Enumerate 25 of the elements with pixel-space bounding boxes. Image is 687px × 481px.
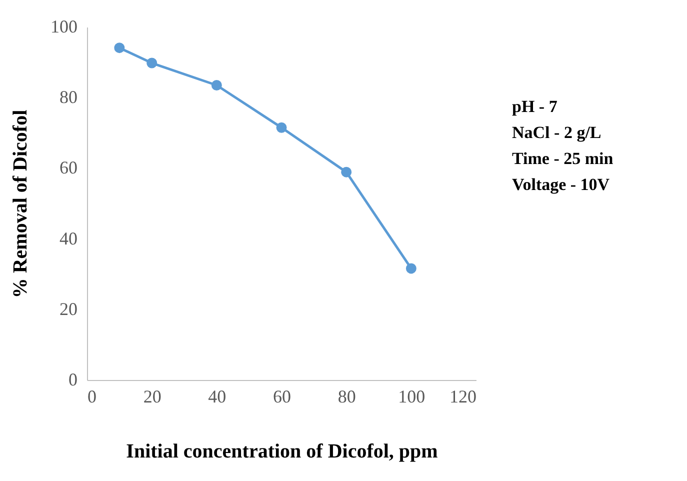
y-tick-label: 60 [60, 158, 78, 178]
x-tick-label: 20 [143, 386, 162, 406]
text: NaCl - 2 g/L [512, 123, 602, 142]
x-tick-label: 100 [398, 386, 426, 406]
point [114, 42, 125, 54]
x-tick-label: 0 [88, 386, 96, 406]
y-tick-label: 20 [60, 298, 78, 319]
y-tick-label: 0 [68, 370, 78, 390]
text: Time - 25 min [512, 149, 614, 168]
y-tick-label: 100 [50, 16, 78, 36]
point [276, 122, 287, 133]
x-tick-label: 80 [338, 386, 356, 406]
y-tick-label: 80 [60, 87, 78, 108]
point [211, 80, 222, 90]
y-axis-title: % Removal of Dicofol [10, 109, 32, 298]
point [406, 263, 416, 274]
x-tick-label: 60 [273, 386, 291, 406]
text: pH - 7 [512, 97, 558, 116]
x-tick-label: 40 [208, 386, 226, 406]
text: Voltage - 10V [512, 175, 610, 194]
point [341, 166, 352, 178]
x-tick-label: 120 [450, 386, 476, 406]
y-tick-label: 40 [60, 228, 78, 248]
x-axis-title: Initial concentration of Dicofol, ppm [126, 440, 438, 462]
point [146, 58, 158, 68]
